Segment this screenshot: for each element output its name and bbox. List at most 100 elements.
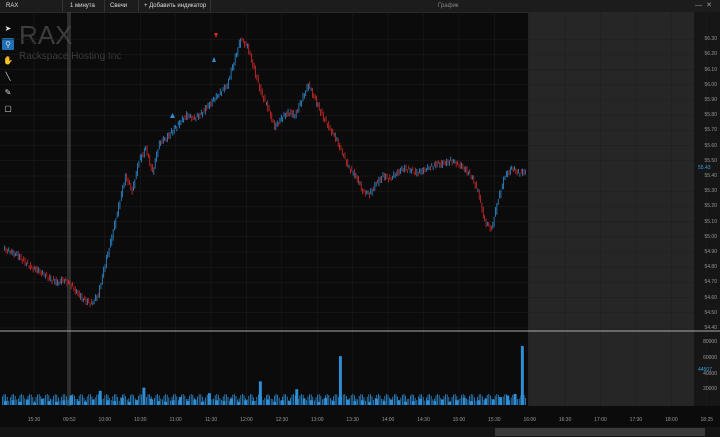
volume-bar [35, 397, 37, 405]
separator [138, 0, 139, 12]
volume-bar [467, 399, 469, 405]
volume-bar [163, 395, 165, 405]
volume-bar [149, 394, 150, 405]
minimize-icon[interactable]: — [695, 2, 707, 9]
volume-bar [429, 394, 430, 405]
volume-bar [522, 394, 523, 405]
pencil-icon[interactable]: ✎ [4, 87, 12, 97]
volume-bar [18, 398, 19, 405]
volume-bar [461, 395, 462, 405]
chart-type-dropdown[interactable]: Свечи [110, 3, 128, 9]
volume-bar [216, 394, 218, 405]
volume-bar [520, 395, 522, 405]
volume-bar [440, 398, 442, 405]
volume-bar [214, 395, 216, 405]
volume-bar [2, 396, 3, 405]
time-tick-label: 17:00 [594, 417, 607, 423]
volume-bar [360, 394, 362, 405]
volume-bar [507, 396, 509, 405]
volume-bar [176, 396, 178, 405]
volume-bar [115, 394, 117, 405]
volume-bar [258, 394, 259, 405]
price-tick-label: 55.30 [704, 188, 717, 195]
volume-bar [154, 398, 155, 405]
volume-bar [131, 394, 133, 405]
volume-bar [390, 400, 392, 405]
volume-bar [226, 394, 227, 405]
volume-bar [334, 394, 336, 405]
volume-bar [513, 393, 517, 405]
price-tick-label: 54.90 [704, 249, 717, 255]
volume-bar [155, 395, 157, 405]
volume-bar [258, 381, 262, 405]
price-tick-label: 56.10 [704, 66, 717, 73]
volume-bar [318, 394, 320, 405]
volume-bar [251, 401, 255, 405]
price-tick-label: 56.30 [704, 36, 717, 43]
volume-bar [130, 395, 131, 405]
volume-bar [13, 394, 14, 405]
volume-bar [205, 397, 206, 405]
volume-bar [202, 396, 203, 405]
navigator-scroll-thumb[interactable] [495, 428, 705, 436]
volume-bar [174, 394, 176, 405]
time-tick-label: 18:25 [700, 417, 714, 423]
rectangle-icon[interactable]: ▢ [4, 103, 12, 113]
volume-bar [499, 397, 502, 405]
volume-bar [354, 395, 355, 405]
add-indicator-button[interactable]: + Добавить индикатор [144, 3, 207, 9]
volume-bar [178, 400, 179, 405]
volume-bar [502, 396, 504, 405]
hand-icon[interactable]: ✋ [3, 55, 13, 65]
time-tick-label: 18:00 [665, 417, 678, 423]
volume-bar [106, 400, 109, 405]
price-tick-label: 55.40 [704, 173, 717, 179]
interval-dropdown[interactable]: 1 минута [70, 3, 95, 9]
close-icon[interactable]: ✕ [706, 2, 716, 9]
volume-bar [160, 398, 162, 405]
volume-bar [80, 394, 82, 405]
volume-bar [365, 400, 366, 405]
symbol-tab[interactable]: RAX [6, 3, 19, 9]
volume-bar [381, 398, 382, 405]
volume-bar [232, 394, 234, 405]
volume-bar [416, 400, 418, 405]
time-tick-label: 16:00 [523, 417, 536, 423]
volume-bar [90, 394, 91, 405]
volume-bar [173, 394, 174, 405]
volume-bar [238, 398, 240, 405]
volume-bar [250, 394, 251, 405]
volume-bar [342, 394, 344, 405]
volume-bar [245, 398, 246, 405]
volume-bar [280, 400, 282, 405]
volume-bar [490, 395, 491, 405]
volume-bar [398, 400, 400, 405]
volume-bar [366, 396, 368, 405]
volume-bar [397, 400, 401, 405]
volume-bar [11, 394, 13, 405]
volume-bar [299, 395, 301, 405]
volume-bar [448, 397, 450, 405]
line-icon[interactable]: ╲ [5, 71, 11, 81]
volume-bar [152, 399, 154, 405]
last-price-label: 55.43 [698, 165, 711, 171]
volume-bar [485, 397, 486, 405]
volume-bar [394, 394, 395, 405]
volume-bar [376, 394, 378, 405]
volume-bar [486, 394, 488, 405]
volume-bar [344, 394, 346, 405]
volume-bar [211, 399, 213, 405]
volume-bar [27, 396, 29, 405]
volume-bar [237, 399, 238, 405]
volume-bar [483, 400, 485, 405]
volume-bar [126, 399, 128, 405]
cursor-icon[interactable]: ➤ [4, 23, 12, 33]
price-tick-label: 54.70 [704, 279, 717, 286]
window-controls[interactable]: —✕ [695, 0, 716, 12]
zoom-icon[interactable]: ⚲ [2, 38, 14, 50]
time-tick-label: 10:00 [98, 417, 112, 423]
volume-bar [426, 397, 427, 405]
volume-bar [30, 394, 32, 405]
volume-bar [194, 397, 195, 405]
